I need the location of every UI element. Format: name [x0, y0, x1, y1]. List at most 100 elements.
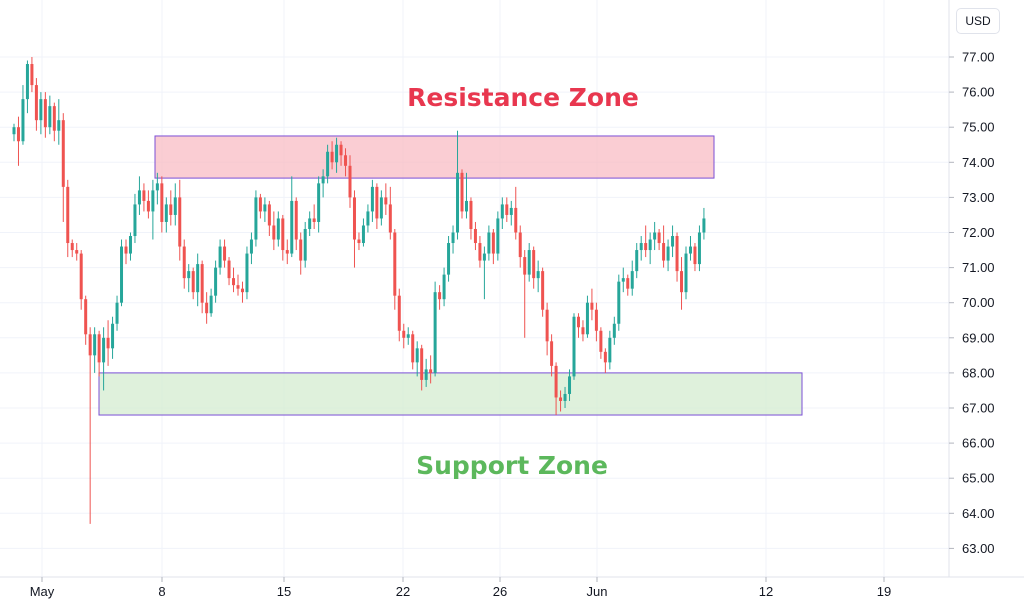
- candle[interactable]: [639, 236, 643, 261]
- candle[interactable]: [621, 267, 625, 293]
- candle[interactable]: [267, 200, 271, 237]
- candle[interactable]: [12, 123, 16, 142]
- candle[interactable]: [196, 253, 200, 307]
- candle[interactable]: [438, 285, 442, 310]
- candle[interactable]: [644, 225, 648, 258]
- candle[interactable]: [232, 267, 236, 293]
- candle[interactable]: [657, 228, 661, 251]
- candle[interactable]: [608, 330, 612, 370]
- candle[interactable]: [312, 204, 316, 229]
- candle[interactable]: [680, 257, 684, 310]
- candle[interactable]: [603, 348, 607, 373]
- candle[interactable]: [254, 190, 258, 247]
- candle[interactable]: [75, 243, 79, 261]
- candle[interactable]: [169, 190, 173, 226]
- candle[interactable]: [527, 243, 531, 282]
- candle[interactable]: [594, 302, 598, 342]
- candle[interactable]: [433, 281, 437, 377]
- candle[interactable]: [97, 330, 101, 377]
- candle[interactable]: [500, 197, 504, 229]
- candle[interactable]: [223, 239, 227, 268]
- price-axis[interactable]: 77.00 76.00 75.00 74.00 73.00 72.00 71.00 70.00…: [949, 50, 995, 556]
- candle[interactable]: [182, 239, 186, 289]
- candle[interactable]: [173, 183, 177, 226]
- candle[interactable]: [124, 239, 128, 265]
- candle[interactable]: [115, 295, 119, 331]
- candle[interactable]: [79, 250, 83, 310]
- candle[interactable]: [227, 257, 231, 286]
- candle[interactable]: [420, 344, 424, 391]
- candle[interactable]: [344, 148, 348, 177]
- candle[interactable]: [671, 225, 675, 258]
- candle[interactable]: [388, 186, 392, 240]
- candle[interactable]: [160, 176, 164, 233]
- candle[interactable]: [406, 327, 410, 345]
- candle[interactable]: [536, 260, 540, 293]
- candle[interactable]: [648, 232, 652, 265]
- candle[interactable]: [487, 225, 491, 261]
- candle[interactable]: [128, 232, 132, 261]
- candle[interactable]: [460, 169, 464, 219]
- candle[interactable]: [178, 179, 182, 261]
- candle[interactable]: [469, 197, 473, 240]
- candle[interactable]: [491, 228, 495, 265]
- candle[interactable]: [84, 295, 88, 345]
- candle[interactable]: [482, 246, 486, 300]
- candle[interactable]: [30, 57, 34, 93]
- candle[interactable]: [635, 243, 639, 279]
- candle[interactable]: [321, 169, 325, 198]
- candle[interactable]: [52, 102, 56, 142]
- candle[interactable]: [581, 320, 585, 342]
- candle[interactable]: [303, 221, 307, 268]
- candle[interactable]: [308, 211, 312, 237]
- candle[interactable]: [133, 193, 137, 244]
- candle[interactable]: [205, 292, 209, 324]
- candle[interactable]: [146, 190, 150, 219]
- candle[interactable]: [102, 327, 106, 391]
- candle[interactable]: [599, 327, 603, 359]
- currency-button[interactable]: USD: [956, 8, 1000, 34]
- candle[interactable]: [187, 264, 191, 293]
- candle[interactable]: [514, 186, 518, 240]
- candle[interactable]: [164, 197, 168, 233]
- candle[interactable]: [653, 221, 657, 251]
- candle[interactable]: [93, 327, 97, 373]
- candle[interactable]: [617, 274, 621, 331]
- candle[interactable]: [415, 341, 419, 377]
- candle[interactable]: [447, 236, 451, 282]
- candle[interactable]: [684, 246, 688, 300]
- candle[interactable]: [151, 179, 155, 240]
- candle[interactable]: [281, 214, 285, 261]
- candle[interactable]: [155, 172, 159, 205]
- candle[interactable]: [290, 176, 294, 258]
- candle[interactable]: [370, 179, 374, 222]
- candle[interactable]: [393, 228, 397, 310]
- candle[interactable]: [545, 302, 549, 356]
- candle[interactable]: [693, 243, 697, 272]
- candle[interactable]: [568, 369, 572, 401]
- candle[interactable]: [496, 211, 500, 261]
- candle[interactable]: [236, 274, 240, 296]
- candle[interactable]: [335, 137, 339, 173]
- candle[interactable]: [285, 239, 289, 265]
- candle[interactable]: [48, 95, 52, 135]
- candle[interactable]: [70, 239, 74, 258]
- candle[interactable]: [585, 295, 589, 338]
- candle[interactable]: [626, 274, 630, 296]
- candle[interactable]: [456, 130, 460, 240]
- candle[interactable]: [272, 211, 276, 251]
- candle[interactable]: [590, 288, 594, 321]
- candle[interactable]: [397, 288, 401, 342]
- candle[interactable]: [411, 330, 415, 370]
- candle[interactable]: [361, 218, 365, 247]
- support-zone[interactable]: [98, 372, 803, 416]
- candle[interactable]: [330, 141, 334, 170]
- candle[interactable]: [317, 176, 321, 233]
- candle[interactable]: [532, 246, 536, 289]
- candle[interactable]: [541, 267, 545, 317]
- candle[interactable]: [326, 144, 330, 184]
- candle[interactable]: [191, 267, 195, 300]
- candle[interactable]: [214, 260, 218, 303]
- candle[interactable]: [630, 260, 634, 296]
- candle[interactable]: [200, 260, 204, 314]
